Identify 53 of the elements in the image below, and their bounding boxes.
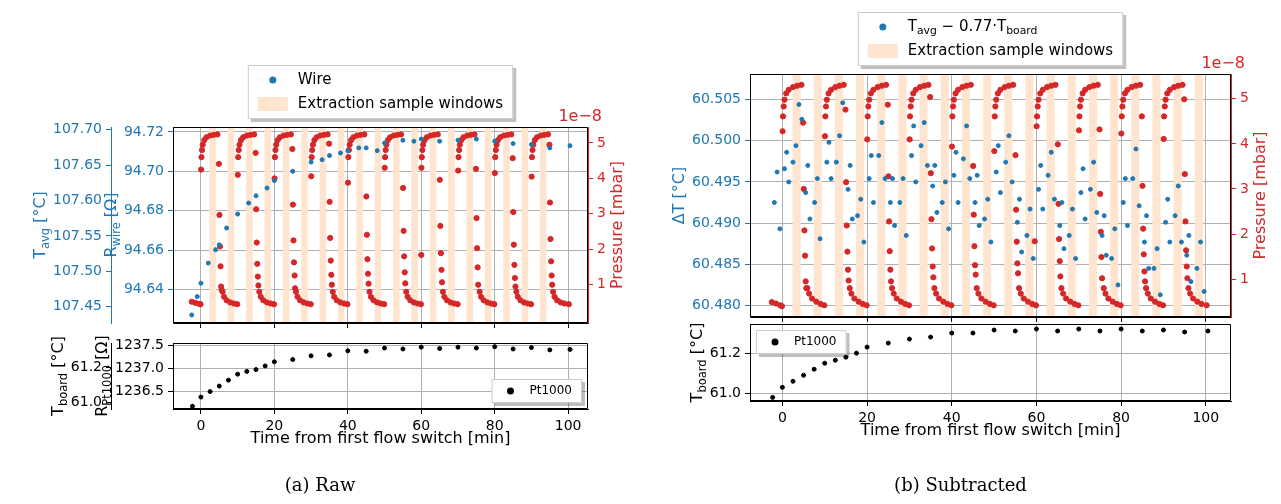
- y2-tick-label: 3: [597, 204, 606, 221]
- y3-axis-title: Tavg [°C]: [30, 191, 52, 260]
- y-tick-label: 60.500: [692, 131, 741, 148]
- text: 1e−8: [1201, 53, 1245, 73]
- x-tick-label: 0: [196, 417, 206, 434]
- y-tick-label: 1236.5: [115, 382, 164, 399]
- y2-tick-label: 5: [597, 133, 606, 150]
- x-tick-label: 20: [265, 417, 284, 434]
- legend-label: Pt1000: [794, 334, 837, 349]
- text: (b) Subtracted: [894, 473, 1027, 495]
- y3-tick-label: 107.45: [53, 297, 102, 314]
- y2-tick-label: 4: [1240, 134, 1249, 151]
- y-tick-label: 1237.5: [115, 336, 164, 353]
- x-tick-label: 100: [554, 417, 582, 434]
- y-axis-title: ΔT [°C]: [669, 166, 689, 225]
- y-tick-label: 60.485: [692, 254, 741, 271]
- y2-tick-label: 5: [1240, 89, 1249, 106]
- y-tick-label: 94.66: [123, 240, 165, 257]
- legend-label: Extraction sample windows: [907, 40, 1114, 59]
- x-tick-label: 60: [412, 417, 431, 434]
- y-tick-label: 60.495: [692, 172, 741, 189]
- y-tick-label: 94.70: [123, 161, 164, 178]
- text: (a) Raw: [284, 473, 356, 495]
- y-axis-title: Tboard [°C]: [686, 322, 709, 404]
- y-tick-label: 1237.0: [115, 359, 164, 376]
- y2-axis-title: Pressure [mbar]: [607, 160, 627, 290]
- y-tick-label: 61.0: [709, 384, 741, 400]
- y-tick-label: 60.505: [692, 90, 741, 107]
- y3-tick-label: 107.60: [53, 191, 102, 208]
- y2-tick-label: 1: [597, 275, 606, 292]
- x-tick-label: 100: [1192, 409, 1220, 426]
- y3-tick-label: 107.55: [53, 226, 102, 243]
- y-tick-label: 94.64: [123, 280, 165, 297]
- y-tick-label: 94.68: [123, 201, 164, 218]
- y-tick-label: 60.480: [692, 296, 741, 313]
- y2-axis-title: Pressure [mbar]: [1250, 131, 1270, 260]
- y3-tick-label: 107.70: [53, 120, 102, 137]
- y3-tick-label: 107.65: [53, 155, 102, 172]
- y3-tick-label: 107.50: [53, 261, 102, 278]
- y-tick-label: 94.72: [123, 122, 164, 139]
- legend-label: Wire: [297, 69, 332, 88]
- y2-tick-label: 2: [1240, 224, 1249, 241]
- y2-tick-label: 1: [1240, 269, 1249, 286]
- legend-label: Extraction sample windows: [297, 93, 504, 112]
- y2-tick-label: 4: [597, 169, 606, 186]
- text: 1e−8: [558, 106, 602, 126]
- y2-tick-label: 3: [1240, 179, 1249, 196]
- y3-axis-title: Tboard [°C]: [47, 336, 70, 417]
- y2-tick-label: 2: [597, 239, 606, 256]
- legend-label: Pt1000: [529, 383, 572, 398]
- y-tick-label: 61.2: [709, 343, 741, 360]
- y-tick-label: 60.490: [692, 213, 741, 230]
- x-tick-label: 0: [777, 409, 787, 426]
